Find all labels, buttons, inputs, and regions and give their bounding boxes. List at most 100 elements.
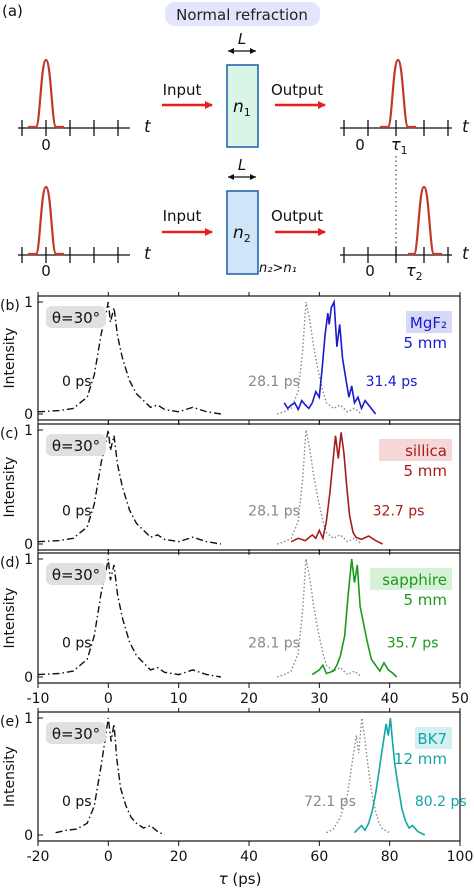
ref-label: 28.1 ps [248, 636, 300, 652]
chart-panel-e: (e) Intensity 1 0 -20 0 20 40 60 80 100 τ (ps) θ=30°… [0, 708, 473, 888]
material-label: sillica [405, 442, 447, 460]
y-axis-label: Intensity [2, 746, 18, 807]
x-tick-label: 100 [447, 849, 474, 865]
output-label-1: Output [271, 81, 323, 99]
medium-label-2: n2 [233, 223, 251, 245]
panel-label: (e) [0, 714, 20, 730]
ref0-label: 0 ps [62, 794, 92, 810]
y-tick-label: 0 [24, 407, 33, 423]
input-zero-1: 0 [41, 136, 51, 154]
material-badge [379, 439, 452, 461]
length-label-1: L [238, 30, 246, 48]
x-tick-label: 30 [310, 691, 328, 707]
sample-label: 32.7 ps [373, 504, 425, 520]
series-line-dotted [276, 429, 362, 545]
series-line-dashdot [37, 429, 222, 545]
y-tick-label: 0 [24, 828, 33, 844]
row2: 0 t Input L n2 n₂>n₁ Output 0 τ2 t [18, 156, 470, 283]
angle-badge [46, 434, 106, 456]
series-line-dotted [276, 301, 362, 415]
thickness-label: 5 mm [403, 334, 447, 352]
input-zero-2: 0 [41, 262, 51, 280]
sample-label: 35.7 ps [387, 636, 439, 652]
y-axis-label: Intensity [2, 588, 18, 649]
tau-label-1: τ1 [391, 135, 408, 157]
output-zero-1: 0 [355, 136, 365, 154]
ref0-label: 0 ps [62, 374, 92, 390]
input-ticks-1 [21, 120, 119, 136]
schematic-title: Normal refraction [176, 6, 308, 24]
angle-badge [46, 306, 106, 328]
ref-label: 28.1 ps [248, 374, 300, 390]
thickness-label: 12 mm [394, 750, 447, 768]
material-badge [415, 727, 452, 749]
material-badge [406, 311, 452, 333]
series-line-dashdot [55, 717, 165, 836]
y-axis-label: Intensity [2, 457, 18, 518]
medium-box-1 [226, 64, 259, 148]
y-tick-label: 1 [24, 552, 33, 568]
y-tick-label: 1 [24, 711, 33, 727]
input-t-2: t [144, 244, 152, 264]
chart-panel-b: (b) Intensity 1 0 θ=30° 0 ps 28.1 ps 31.4 ps MgF… [0, 292, 461, 425]
angle-label: θ=30° [52, 309, 100, 327]
series-line-solid [283, 298, 377, 415]
angle-label: θ=30° [52, 437, 100, 455]
schematic-panel: (a) Normal refraction 0 t Input L n1 Out… [2, 2, 470, 283]
y-tick-label: 0 [24, 537, 33, 553]
input-t-1: t [144, 117, 152, 137]
x-tick-label: 50 [451, 691, 469, 707]
input-label-1: Input [163, 81, 202, 99]
output-ticks-1 [343, 120, 449, 136]
angle-label: θ=30° [52, 566, 100, 584]
x-tick-label: 20 [170, 849, 188, 865]
y-tick-label: 1 [24, 423, 33, 439]
ref-label: 72.1 ps [304, 794, 356, 810]
material-label: sapphire [382, 571, 447, 589]
output-zero-2: 0 [365, 262, 375, 280]
output-t-1: t [462, 117, 470, 137]
y-tick-label: 0 [24, 670, 33, 686]
series-line-dashdot [37, 558, 222, 678]
tau-label-2: τ2 [406, 261, 423, 283]
output-pulse-1 [380, 58, 416, 129]
input-pulse-1 [28, 58, 64, 129]
input-pulse-2 [28, 185, 64, 256]
output-pulse-2 [408, 185, 442, 256]
sample-label: 80.2 ps [415, 794, 467, 810]
angle-label: θ=30° [52, 725, 100, 743]
panel-label: (c) [0, 426, 19, 442]
angle-badge [46, 722, 106, 744]
x-tick-label: 0 [104, 849, 113, 865]
x-tick-label: 0 [104, 691, 113, 707]
ref0-label: 0 ps [62, 636, 92, 652]
material-label: MgF₂ [410, 314, 447, 332]
row1: 0 t Input L n1 Output 0 τ1 t [18, 30, 470, 157]
x-tick-label: -10 [27, 691, 50, 707]
input-label-2: Input [163, 207, 202, 225]
thickness-label: 5 mm [403, 591, 447, 609]
series-line-dotted [326, 717, 391, 834]
x-tick-label: 40 [240, 849, 258, 865]
title-badge [165, 2, 320, 26]
angle-badge [46, 563, 106, 585]
output-label-2: Output [271, 207, 323, 225]
chart-panel-c: (c) Intensity 1 0 θ=30° 0 ps 28.1 ps 32.7 ps sil… [0, 420, 461, 555]
material-badge [370, 568, 452, 590]
ref0-label: 0 ps [62, 504, 92, 520]
series-line-solid [311, 558, 398, 678]
index-relation: n₂>n₁ [259, 261, 297, 276]
panel-label-a: (a) [2, 2, 23, 20]
panel-label: (b) [0, 298, 20, 314]
y-tick-label: 1 [24, 295, 33, 311]
y-axis-label: Intensity [2, 328, 18, 389]
x-tick-label: -20 [27, 849, 50, 865]
input-ticks-2 [21, 247, 119, 263]
output-ticks-2 [343, 247, 449, 263]
sample-label: 31.4 ps [366, 374, 418, 390]
material-label: BK7 [417, 730, 447, 748]
x-tick-label: 20 [240, 691, 258, 707]
series-line-solid [290, 432, 383, 545]
